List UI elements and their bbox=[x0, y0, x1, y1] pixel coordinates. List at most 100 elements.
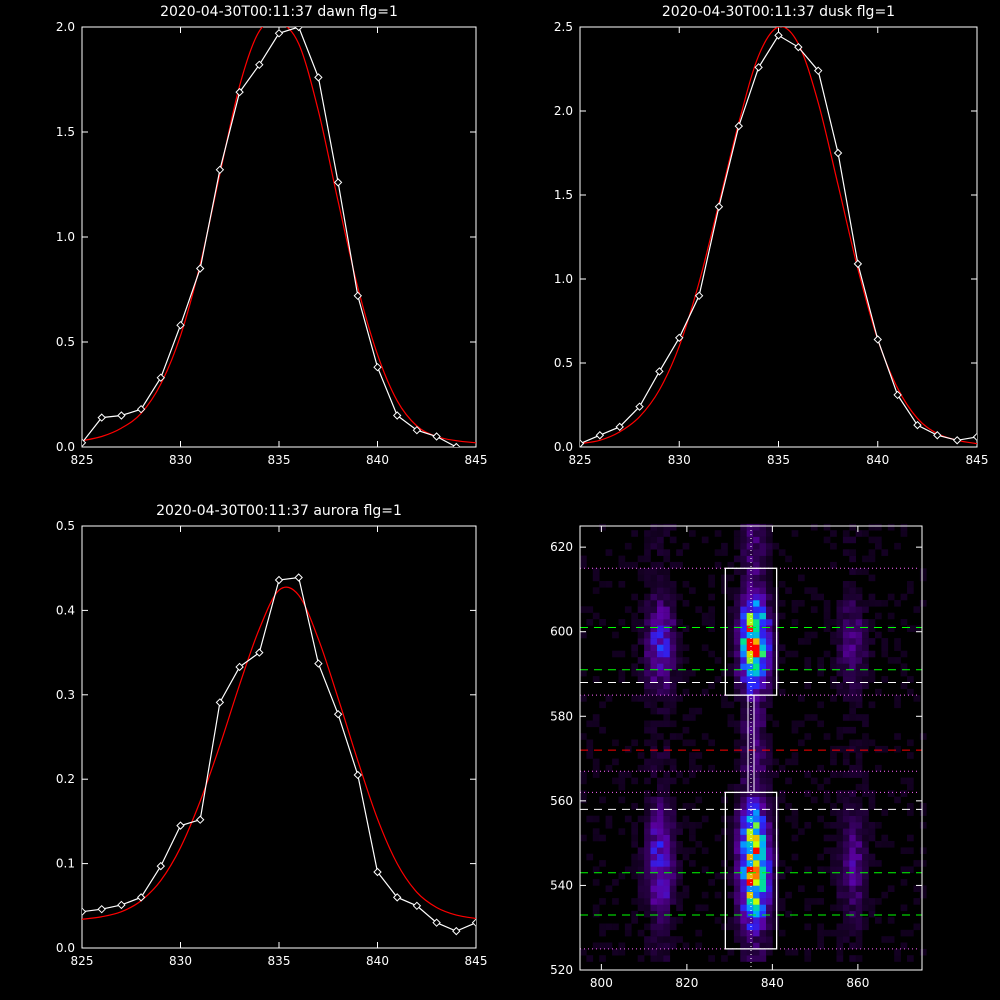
heatmap-cell bbox=[592, 815, 600, 823]
heatmap-cell bbox=[663, 879, 671, 886]
heatmap-cell bbox=[855, 936, 863, 943]
heatmap-cell bbox=[759, 549, 767, 556]
heatmap-cell bbox=[689, 530, 696, 537]
heatmap-cell bbox=[830, 745, 837, 753]
heatmap-cell bbox=[759, 638, 767, 645]
heatmap-cell bbox=[894, 638, 901, 645]
plot-frame bbox=[81, 525, 477, 949]
heatmap-cell bbox=[663, 796, 671, 804]
heatmap-cell bbox=[669, 600, 677, 607]
heatmap-cell bbox=[894, 644, 901, 651]
heatmap-cell bbox=[887, 625, 895, 632]
heatmap-cell bbox=[791, 752, 799, 759]
data-point bbox=[333, 178, 343, 187]
heatmap-cell bbox=[657, 923, 664, 931]
y-tick-label: 1.0 bbox=[56, 230, 75, 244]
heatmap-cell bbox=[753, 631, 760, 639]
heatmap-cell bbox=[701, 866, 709, 873]
heatmap-cell bbox=[644, 600, 651, 607]
heatmap-cell bbox=[753, 872, 760, 880]
heatmap-cell bbox=[618, 669, 626, 677]
data-point bbox=[655, 367, 664, 376]
heatmap-cell bbox=[855, 600, 863, 607]
heatmap-cell bbox=[592, 942, 600, 950]
heatmap-cell bbox=[759, 707, 767, 715]
heatmap-cell bbox=[753, 942, 760, 950]
heatmap-cell bbox=[772, 923, 780, 931]
heatmap-cell bbox=[830, 752, 837, 759]
heatmap-cell bbox=[663, 593, 671, 601]
heatmap-cell bbox=[644, 530, 651, 537]
heatmap-cell bbox=[721, 695, 728, 702]
heatmap-cell bbox=[644, 688, 651, 696]
heatmap-cell bbox=[695, 606, 703, 613]
heatmap-cell bbox=[740, 682, 747, 690]
heatmap-cell bbox=[875, 841, 882, 848]
heatmap-cell bbox=[766, 809, 773, 816]
heatmap-cell bbox=[701, 815, 709, 823]
heatmap-cell bbox=[637, 606, 645, 613]
data-point bbox=[694, 291, 704, 301]
data-point bbox=[873, 335, 882, 344]
x-tick-label: 840 bbox=[366, 453, 389, 467]
heatmap-cell bbox=[753, 898, 760, 905]
heatmap-cell bbox=[657, 676, 664, 683]
heatmap-cell bbox=[766, 745, 773, 753]
heatmap-cell bbox=[778, 600, 786, 607]
data-point bbox=[117, 900, 126, 910]
heatmap-cell bbox=[753, 707, 760, 715]
heatmap-cell bbox=[740, 701, 747, 709]
heatmap-cell bbox=[766, 783, 773, 791]
heatmap-cell bbox=[894, 600, 901, 607]
heatmap-cell bbox=[714, 676, 722, 683]
y-tick-label: 560 bbox=[550, 794, 573, 808]
heatmap-cell bbox=[580, 948, 587, 956]
heatmap-cell bbox=[766, 561, 773, 569]
heatmap-cell bbox=[759, 606, 767, 613]
heatmap-cell bbox=[849, 695, 856, 702]
heatmap-cell bbox=[657, 866, 664, 873]
heatmap-cell bbox=[766, 866, 773, 873]
heatmap-cell bbox=[753, 542, 760, 550]
heatmap-cell bbox=[657, 790, 664, 797]
heatmap-cell bbox=[868, 555, 876, 563]
heatmap-cell bbox=[772, 720, 780, 728]
heatmap-cell bbox=[618, 555, 626, 563]
heatmap-cell bbox=[772, 898, 780, 905]
heatmap-cell bbox=[766, 860, 773, 867]
heatmap-cell bbox=[759, 701, 767, 709]
heatmap-cell bbox=[785, 891, 792, 899]
heatmap-cell bbox=[849, 803, 856, 810]
heatmap-cell bbox=[592, 879, 600, 886]
heatmap-cell bbox=[766, 587, 773, 594]
heatmap-cell bbox=[849, 625, 856, 632]
heatmap-cell bbox=[592, 568, 600, 575]
heatmap-cell bbox=[746, 644, 754, 651]
heatmap-cell bbox=[842, 676, 850, 683]
heatmap-cell bbox=[919, 733, 927, 740]
heatmap-cell bbox=[862, 917, 869, 924]
heatmap-cell bbox=[631, 612, 638, 620]
y-tick-label: 0.1 bbox=[56, 857, 75, 871]
heatmap-cell bbox=[740, 726, 747, 734]
heatmap-cell bbox=[855, 676, 863, 683]
heatmap-cell bbox=[855, 942, 863, 950]
heatmap-cell bbox=[810, 523, 818, 531]
heatmap-cell bbox=[637, 866, 645, 873]
heatmap-cell bbox=[676, 828, 683, 835]
heatmap-cell bbox=[740, 860, 747, 867]
heatmap-cell bbox=[830, 758, 837, 766]
heatmap-cell bbox=[849, 688, 856, 696]
heatmap-cell bbox=[650, 917, 658, 924]
heatmap-cell bbox=[669, 523, 677, 531]
heatmap-cell bbox=[612, 758, 619, 766]
heatmap-cell bbox=[862, 530, 869, 537]
heatmap-cell bbox=[637, 904, 645, 912]
heatmap-cell bbox=[727, 638, 735, 645]
heatmap-cell bbox=[657, 898, 664, 905]
heatmap-cell bbox=[894, 657, 901, 664]
heatmap-cell bbox=[842, 771, 850, 778]
heatmap-cell bbox=[682, 657, 690, 664]
heatmap-cell bbox=[823, 650, 831, 658]
heatmap-cell bbox=[740, 606, 747, 613]
